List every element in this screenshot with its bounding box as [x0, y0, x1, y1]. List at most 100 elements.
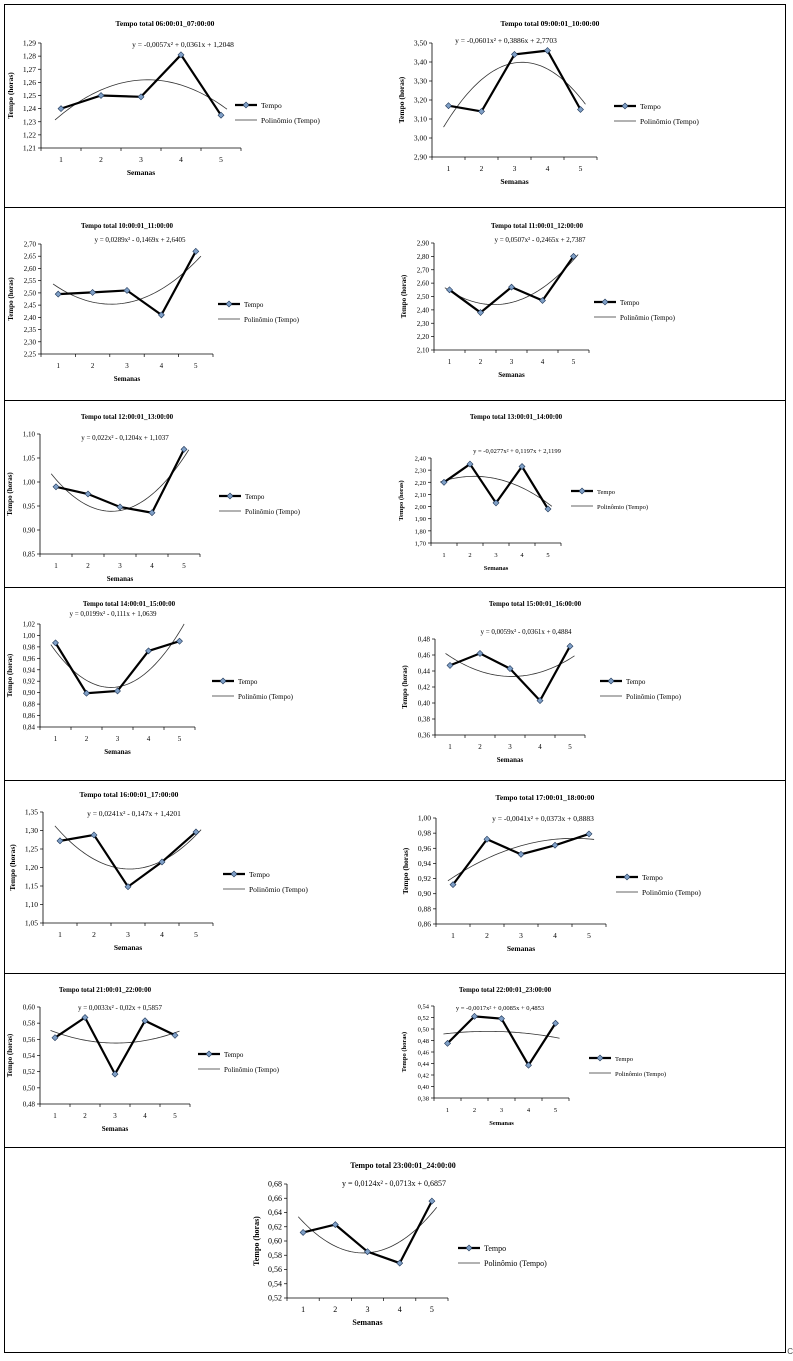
x-tick-label: 4 — [553, 931, 557, 940]
data-point — [466, 460, 474, 468]
y-tick-label: 0,52 — [268, 1294, 282, 1303]
y-axis-label: Tempo (horas) — [400, 274, 408, 318]
y-tick-label: 2,50 — [24, 289, 37, 297]
legend-tempo-marker — [607, 677, 615, 685]
x-tick-label: 5 — [572, 358, 576, 366]
data-point — [299, 1229, 307, 1236]
legend-label-trend: Polinômio (Tempo) — [249, 885, 308, 894]
x-axis-label: Semanas — [114, 943, 142, 952]
y-tick-label: 0,98 — [418, 829, 431, 838]
data-point — [123, 287, 131, 294]
legend-label-tempo: Tempo — [484, 1244, 506, 1253]
x-tick-label: 1 — [54, 735, 58, 743]
data-point — [364, 1248, 371, 1256]
y-tick-label: 0,56 — [268, 1265, 282, 1274]
y-tick-label: 0,68 — [268, 1180, 282, 1189]
chart-title: Tempo total 22:00:01_23:00:00 — [459, 986, 552, 994]
data-point — [52, 639, 59, 647]
x-tick-label: 3 — [494, 552, 497, 559]
y-tick-label: 0,88 — [23, 701, 36, 709]
y-tick-label: 2,90 — [417, 240, 430, 248]
y-tick-label: 0,94 — [23, 666, 36, 674]
data-point — [52, 483, 60, 491]
trendline-equation: y = 0,0059x² - 0,0361x + 0,4884 — [480, 628, 572, 636]
y-axis-label: Tempo (horas) — [7, 277, 15, 321]
chart-cell: Tempo total 12:00:01_13:00:00 y = 0,022x²… — [5, 401, 396, 587]
y-tick-label: 1,29 — [23, 39, 36, 48]
x-tick-label: 5 — [178, 735, 182, 743]
line-chart: Tempo total 23:00:01_24:00:00y = 0,0124x… — [252, 1161, 547, 1327]
data-point — [483, 835, 491, 843]
legend-label-trend: Polinômio (Tempo) — [245, 508, 301, 516]
chart-title: Tempo total 23:00:01_24:00:00 — [350, 1161, 455, 1170]
y-axis-label: Tempo (horas) — [6, 653, 14, 697]
legend-label-trend: Polinômio (Tempo) — [642, 888, 701, 897]
x-tick-label: 4 — [160, 930, 164, 939]
y-tick-label: 1,10 — [23, 431, 36, 439]
line-chart: Tempo total 16:00:01_17:00:00y = 0,0241x… — [8, 790, 308, 952]
y-tick-label: 0,42 — [418, 1073, 429, 1080]
x-axis-label: Semanas — [127, 168, 155, 177]
legend-label-trend: Polinômio (Tempo) — [615, 1071, 666, 1078]
line-chart: Tempo total 14:00:01_15:00:00y = 0,0199x… — [6, 600, 294, 756]
x-tick-label: 2 — [468, 552, 471, 559]
x-tick-label: 3 — [500, 1107, 503, 1114]
legend-tempo-marker — [225, 300, 233, 308]
trendline — [54, 825, 202, 870]
trendline — [50, 1029, 180, 1044]
x-tick-label: 1 — [54, 562, 58, 570]
y-tick-label: 0,40 — [418, 700, 431, 708]
chart-cell: Tempo total 14:00:01_15:00:00 y = 0,0199x… — [5, 588, 396, 780]
y-tick-label: 0,60 — [268, 1237, 282, 1246]
x-axis-label: Semanas — [507, 944, 535, 953]
y-tick-label: 1,26 — [23, 78, 36, 87]
x-tick-label: 5 — [194, 930, 198, 939]
data-point — [566, 642, 574, 650]
data-point — [449, 881, 457, 889]
data-point — [445, 102, 452, 110]
data-point — [539, 297, 546, 304]
y-tick-label: 0,36 — [418, 732, 431, 740]
x-tick-label: 1 — [451, 931, 455, 940]
y-tick-label: 2,70 — [417, 266, 430, 274]
chart-cell: Tempo total 11:00:01_12:00:00 y = 0,0507x… — [396, 208, 787, 400]
chart-title: Tempo total 13:00:01_14:00:00 — [470, 413, 563, 421]
y-tick-label: 2,30 — [24, 338, 37, 346]
x-tick-label: 4 — [398, 1305, 402, 1314]
data-point — [570, 252, 577, 260]
y-tick-label: 0,85 — [23, 551, 36, 559]
legend-label-tempo: Tempo — [238, 678, 258, 686]
data-point — [577, 106, 584, 113]
y-tick-label: 1,24 — [23, 104, 36, 113]
x-tick-label: 2 — [86, 562, 90, 570]
series-line-tempo — [60, 53, 222, 116]
trendline — [447, 837, 595, 882]
chart-cell: Tempo total 06:00:01_07:00:00 y = -0,0057… — [5, 5, 396, 207]
data-point — [180, 445, 188, 453]
x-tick-label: 4 — [527, 1107, 531, 1114]
data-point — [544, 47, 551, 55]
line-chart: Tempo total 06:00:01_07:00:00y = -0,0057… — [6, 19, 320, 177]
data-point — [511, 50, 518, 58]
legend-label-tempo: Tempo — [244, 301, 264, 309]
trendline-equation: y = -0,0601x² + 0,3886x + 2,7703 — [455, 36, 557, 45]
legend-tempo-marker — [226, 492, 234, 500]
data-point — [111, 1070, 119, 1078]
y-tick-label: 1,90 — [415, 516, 426, 523]
x-tick-label: 1 — [56, 362, 60, 370]
data-point — [157, 311, 165, 319]
x-tick-label: 4 — [538, 743, 542, 751]
series-line-tempo — [54, 1015, 176, 1077]
x-tick-label: 3 — [513, 164, 517, 173]
y-tick-label: 0,90 — [23, 527, 36, 535]
y-tick-label: 2,80 — [417, 253, 430, 261]
data-point — [177, 51, 185, 59]
x-tick-label: 4 — [520, 552, 524, 559]
trendline — [54, 79, 228, 121]
x-tick-label: 2 — [333, 1305, 337, 1314]
x-tick-label: 2 — [99, 155, 103, 164]
legend-label-tempo: Tempo — [642, 873, 663, 882]
y-tick-label: 1,00 — [23, 632, 36, 640]
line-chart: Tempo total 13:00:01_14:00:00y = -0,0277… — [398, 413, 648, 572]
y-tick-label: 0,66 — [268, 1194, 282, 1203]
